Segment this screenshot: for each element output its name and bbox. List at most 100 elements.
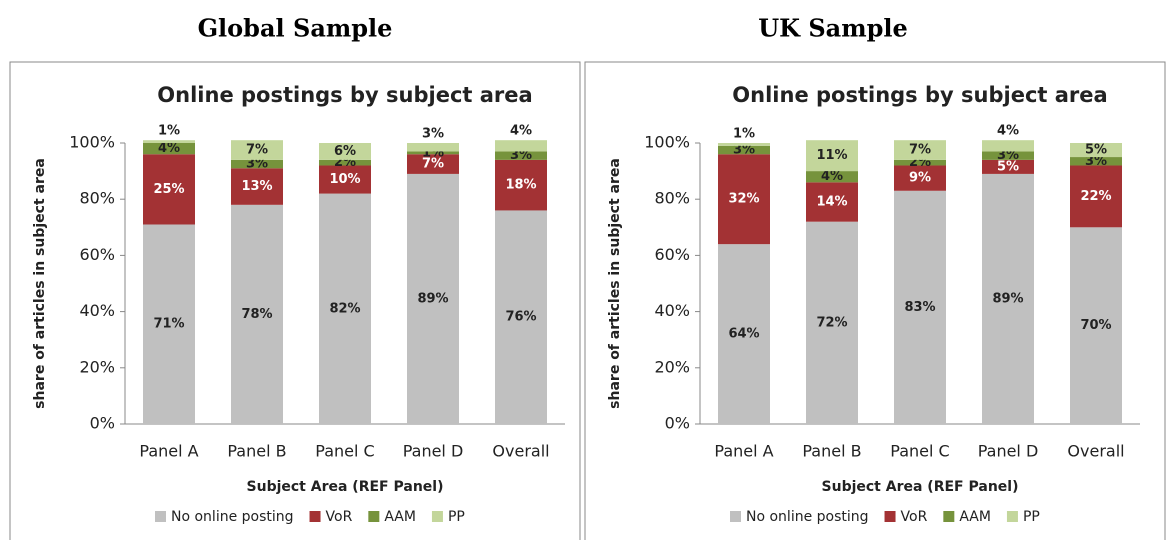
bar-segment <box>894 190 946 424</box>
data-label: 4% <box>158 141 180 156</box>
legend-label: No online posting <box>171 509 294 525</box>
bar-segment <box>495 159 547 211</box>
bar-segment <box>407 151 459 155</box>
data-label: 71% <box>153 317 184 332</box>
x-tick-label: Panel D <box>403 442 464 461</box>
data-label: 4% <box>821 169 843 184</box>
data-label: 10% <box>329 172 360 187</box>
data-label: 13% <box>241 179 272 194</box>
bar-segment <box>718 145 770 155</box>
bar-segment <box>982 140 1034 152</box>
data-label: 4% <box>997 124 1019 139</box>
data-label: 7% <box>422 157 444 172</box>
bar-segment <box>982 173 1034 424</box>
legend-swatch <box>431 511 443 522</box>
bar-segment <box>1070 227 1122 424</box>
x-tick-label: Panel D <box>978 442 1039 461</box>
y-axis-label: share of articles in subject area <box>32 158 48 409</box>
bar-segment <box>143 154 195 225</box>
x-tick-label: Overall <box>1067 442 1124 461</box>
y-tick-label: 0% <box>665 414 690 433</box>
data-label: 18% <box>505 178 536 193</box>
y-tick-label: 0% <box>90 414 115 433</box>
legend-label: AAM <box>384 509 416 525</box>
y-tick-label: 40% <box>654 301 690 320</box>
bar-segment <box>894 159 946 166</box>
y-tick-label: 80% <box>654 189 690 208</box>
bar-segment <box>231 204 283 424</box>
legend-label: AAM <box>959 509 991 525</box>
data-label: 3% <box>997 148 1019 163</box>
y-axis-label: share of articles in subject area <box>607 158 623 409</box>
data-label: 78% <box>241 307 272 322</box>
bar-segment <box>982 151 1034 160</box>
data-label: 3% <box>422 127 444 142</box>
bar-segment <box>806 221 858 424</box>
data-label: 25% <box>153 182 184 197</box>
bar-segment <box>231 159 283 169</box>
data-label: 3% <box>246 157 268 172</box>
heading: UK Sample <box>758 14 908 43</box>
data-label: 70% <box>1080 318 1111 333</box>
data-label: 64% <box>728 327 759 342</box>
bar-segment <box>718 154 770 245</box>
legend-swatch <box>368 511 380 522</box>
legend-swatch <box>155 511 166 522</box>
x-tick-label: Panel B <box>227 442 286 461</box>
x-tick-label: Panel A <box>714 442 773 461</box>
legend-swatch <box>309 511 321 522</box>
legend-swatch <box>884 511 896 522</box>
x-tick-label: Panel A <box>139 442 198 461</box>
x-axis-label: Subject Area (REF Panel) <box>822 479 1019 495</box>
data-label: 82% <box>329 301 360 316</box>
data-label: 1% <box>733 127 755 142</box>
data-label: 5% <box>997 159 1019 174</box>
bar-segment <box>407 154 459 174</box>
bar-segment <box>806 140 858 172</box>
legend-label: VoR <box>326 509 353 525</box>
data-label: 4% <box>510 124 532 139</box>
heading: Global Sample <box>198 14 393 43</box>
y-tick-label: 20% <box>79 357 115 376</box>
legend-label: VoR <box>901 509 928 525</box>
chart-title: Online postings by subject area <box>732 83 1107 107</box>
data-label: 3% <box>1085 154 1107 169</box>
data-label: 76% <box>505 310 536 325</box>
bar-segment <box>1070 157 1122 166</box>
bar-segment <box>982 159 1034 174</box>
data-label: 72% <box>816 315 847 330</box>
data-label: 5% <box>1085 143 1107 158</box>
bar-segment <box>319 193 371 424</box>
x-tick-label: Overall <box>492 442 549 461</box>
bar-segment <box>894 140 946 160</box>
bar-segment <box>319 143 371 160</box>
bar-segment <box>319 159 371 166</box>
data-label: 89% <box>992 291 1023 306</box>
bar-segment <box>495 210 547 424</box>
data-label: 32% <box>728 192 759 207</box>
bar-segment <box>495 140 547 152</box>
data-label: 3% <box>510 148 532 163</box>
data-label: 11% <box>816 148 847 163</box>
bar-segment <box>143 224 195 424</box>
data-label: 22% <box>1080 189 1111 204</box>
bar-segment <box>143 143 195 155</box>
y-tick-label: 80% <box>79 189 115 208</box>
bar-segment <box>319 165 371 194</box>
bar-segment <box>143 140 195 143</box>
legend-label: PP <box>448 509 465 525</box>
bar-segment <box>495 151 547 160</box>
legend-swatch <box>730 511 741 522</box>
bar-segment <box>231 168 283 205</box>
x-tick-label: Panel C <box>315 442 374 461</box>
bar-segment <box>894 165 946 191</box>
data-label: 89% <box>417 291 448 306</box>
chart-title: Online postings by subject area <box>157 83 532 107</box>
data-label: 6% <box>334 144 356 159</box>
data-label: 1% <box>158 124 180 139</box>
legend-swatch <box>943 511 955 522</box>
bar-segment <box>718 244 770 424</box>
bar-segment <box>718 143 770 146</box>
